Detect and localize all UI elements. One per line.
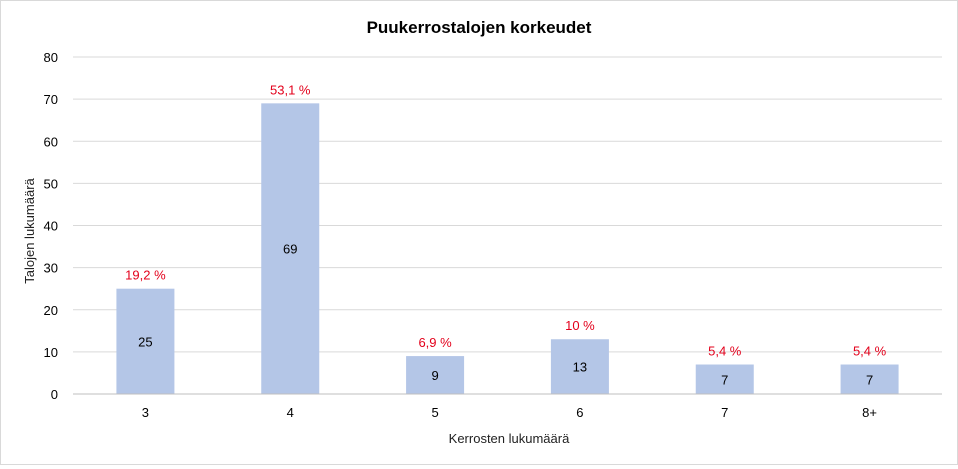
bar-percent-label: 5,4 %: [708, 344, 742, 359]
bars: 25 19,2 % 69 53,1 % 9 6,9 % 13 10 % 7 5,4 % 7 5,4 %: [116, 82, 899, 395]
y-tick-label: 0: [51, 387, 58, 402]
bar-percent-label: 10 %: [565, 318, 595, 333]
y-tick-label: 60: [44, 134, 58, 149]
bar-value-label: 9: [431, 368, 438, 383]
bar-percent-label: 5,4 %: [853, 344, 887, 359]
bar-value-label: 7: [866, 372, 873, 387]
x-tick-label: 3: [142, 405, 149, 420]
y-tick-label: 20: [44, 303, 58, 318]
chart-title: Puukerrostalojen korkeudet: [367, 18, 592, 37]
bar-value-label: 7: [721, 372, 728, 387]
bar-5: [406, 356, 465, 394]
y-tick-label: 50: [44, 176, 58, 191]
bar-8plus: [840, 364, 899, 394]
y-axis-label: Talojen lukumäärä: [22, 177, 37, 283]
x-tick-label: 6: [576, 405, 583, 420]
bar-value-label: 13: [573, 360, 587, 375]
bar-7: [695, 364, 754, 394]
bar-percent-label: 19,2 %: [125, 268, 166, 283]
bar-3: [116, 288, 175, 394]
x-tick-label: 8+: [862, 405, 877, 420]
gridlines: [73, 56, 942, 353]
bar-6: [550, 339, 609, 394]
bar-4: [261, 103, 320, 395]
bar-percent-label: 6,9 %: [418, 335, 452, 350]
y-tick-label: 40: [44, 219, 58, 234]
y-tick-label: 80: [44, 50, 58, 65]
x-tick-label: 7: [721, 405, 728, 420]
x-axis-label: Kerrosten lukumäärä: [449, 431, 570, 446]
x-tick-label: 5: [431, 405, 438, 420]
y-tick-label: 10: [44, 345, 58, 360]
y-tick-label: 70: [44, 92, 58, 107]
y-axis-ticks: 0 10 20 30 40 50 60 70 80: [44, 50, 58, 402]
x-axis-ticks: 3 4 5 6 7 8+: [142, 405, 877, 420]
bar-value-label: 69: [283, 242, 297, 257]
y-tick-label: 30: [44, 261, 58, 276]
bar-percent-label: 53,1 %: [270, 82, 311, 97]
bar-value-label: 25: [138, 334, 152, 349]
x-tick-label: 4: [287, 405, 294, 420]
